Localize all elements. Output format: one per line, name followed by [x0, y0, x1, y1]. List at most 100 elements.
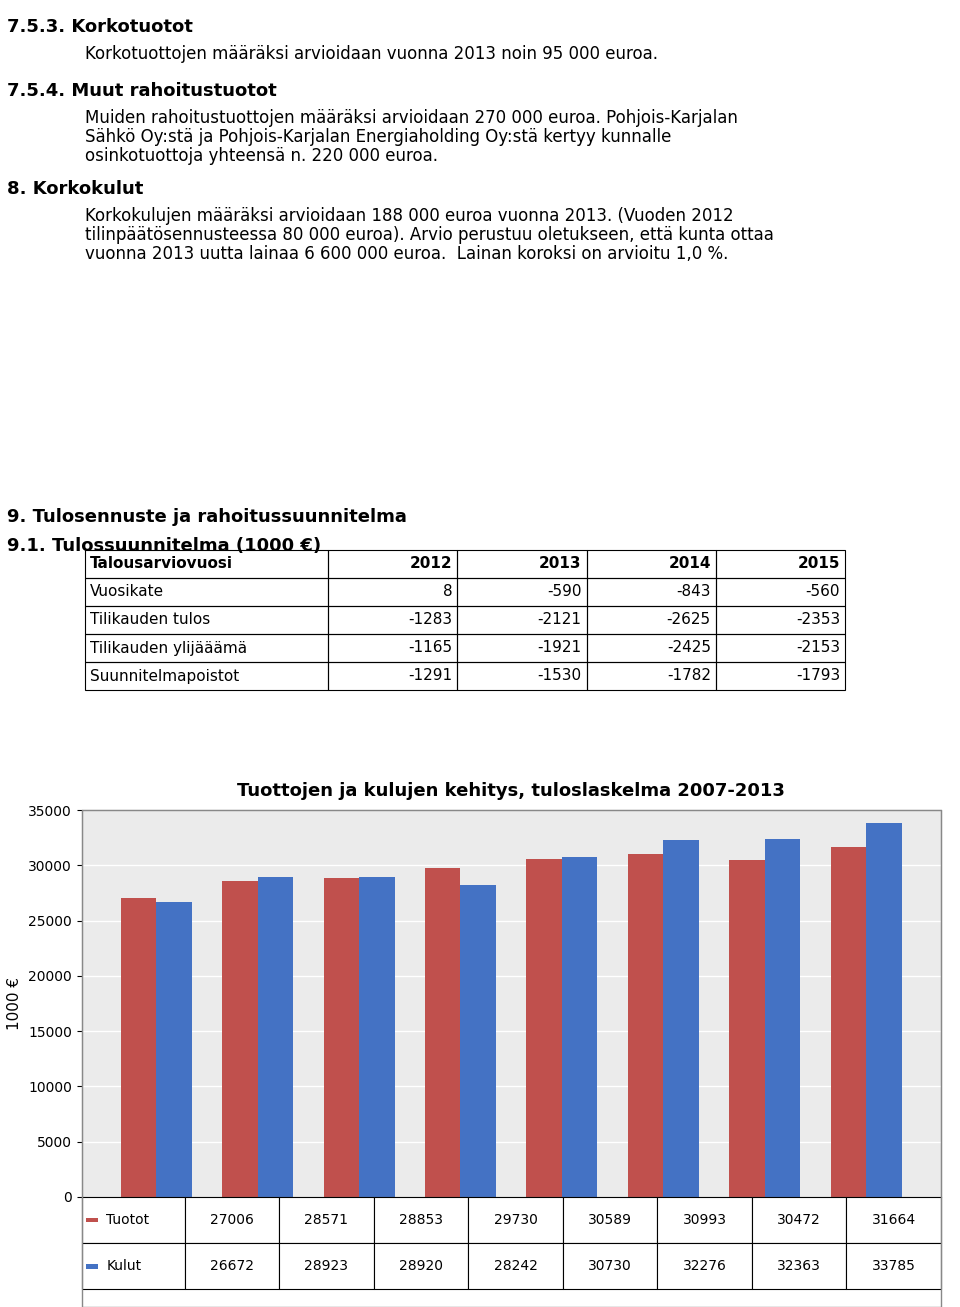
- Bar: [716, 634, 845, 663]
- Title: Tuottojen ja kulujen kehitys, tuloslaskelma 2007-2013: Tuottojen ja kulujen kehitys, tuloslaske…: [237, 782, 785, 800]
- Bar: [85, 663, 328, 690]
- Text: Vuosikate: Vuosikate: [90, 584, 164, 600]
- Text: Tuotot: Tuotot: [107, 1213, 150, 1227]
- Bar: [663, 840, 699, 1197]
- Text: 32276: 32276: [683, 1260, 727, 1273]
- Bar: [156, 902, 192, 1197]
- Text: 7.5.3. Korkotuotot: 7.5.3. Korkotuotot: [7, 18, 193, 37]
- Bar: [587, 606, 716, 634]
- Text: vuonna 2013 uutta lainaa 6 600 000 euroa.  Lainan koroksi on arvioitu 1,0 %.: vuonna 2013 uutta lainaa 6 600 000 euroa…: [85, 244, 729, 263]
- Text: 2015: 2015: [798, 557, 840, 571]
- Bar: [457, 578, 587, 606]
- Text: -2425: -2425: [667, 640, 710, 656]
- Bar: [328, 634, 457, 663]
- Text: -1921: -1921: [538, 640, 582, 656]
- Bar: [85, 1264, 98, 1269]
- Text: 30993: 30993: [683, 1213, 727, 1227]
- Bar: [752, 1197, 847, 1243]
- Text: 28571: 28571: [304, 1213, 348, 1227]
- Bar: [184, 1243, 279, 1290]
- Text: Talousarviovuosi: Talousarviovuosi: [90, 557, 233, 571]
- Bar: [847, 1243, 941, 1290]
- Text: 2014: 2014: [668, 557, 710, 571]
- Text: 8: 8: [443, 584, 452, 600]
- Text: 9. Tulosennuste ja rahoitussuunnitelma: 9. Tulosennuste ja rahoitussuunnitelma: [7, 508, 407, 525]
- Bar: [716, 550, 845, 578]
- Text: Muiden rahoitustuottojen määräksi arvioidaan 270 000 euroa. Pohjois-Karjalan: Muiden rahoitustuottojen määräksi arvioi…: [85, 108, 738, 127]
- Bar: [716, 663, 845, 690]
- Text: -2121: -2121: [538, 613, 582, 627]
- Text: -1291: -1291: [408, 668, 452, 684]
- Text: 28920: 28920: [399, 1260, 443, 1273]
- Text: 29730: 29730: [493, 1213, 538, 1227]
- Bar: [328, 550, 457, 578]
- Bar: [468, 1197, 563, 1243]
- Text: -1165: -1165: [408, 640, 452, 656]
- Y-axis label: 1000 €: 1000 €: [8, 978, 22, 1030]
- Text: -2153: -2153: [796, 640, 840, 656]
- Text: -1530: -1530: [538, 668, 582, 684]
- Text: Suunnitelmapoistot: Suunnitelmapoistot: [90, 668, 239, 684]
- Text: 27006: 27006: [210, 1213, 253, 1227]
- Text: tilinpäätösennusteessa 80 000 euroa). Arvio perustuu oletukseen, että kunta otta: tilinpäätösennusteessa 80 000 euroa). Ar…: [85, 226, 774, 244]
- Text: Tilikauden tulos: Tilikauden tulos: [90, 613, 210, 627]
- Text: -2353: -2353: [796, 613, 840, 627]
- Bar: [279, 1243, 373, 1290]
- Bar: [716, 578, 845, 606]
- Bar: [257, 877, 293, 1197]
- Text: Korkokulujen määräksi arvioidaan 188 000 euroa vuonna 2013. (Vuoden 2012: Korkokulujen määräksi arvioidaan 188 000…: [85, 207, 733, 225]
- Bar: [563, 1243, 658, 1290]
- Text: 8. Korkokulut: 8. Korkokulut: [7, 180, 143, 197]
- Text: 2012: 2012: [410, 557, 452, 571]
- Text: 30730: 30730: [588, 1260, 632, 1273]
- Text: 31664: 31664: [872, 1213, 916, 1227]
- Bar: [658, 1243, 752, 1290]
- Bar: [716, 606, 845, 634]
- Text: 2013: 2013: [540, 557, 582, 571]
- Text: 28923: 28923: [304, 1260, 348, 1273]
- Text: 28242: 28242: [493, 1260, 538, 1273]
- Text: osinkotuottoja yhteensä n. 220 000 euroa.: osinkotuottoja yhteensä n. 220 000 euroa…: [85, 146, 438, 165]
- Bar: [562, 857, 597, 1197]
- Bar: [328, 663, 457, 690]
- Bar: [359, 877, 395, 1197]
- Text: 7.5.4. Muut rahoitustuotot: 7.5.4. Muut rahoitustuotot: [7, 82, 276, 101]
- Bar: [461, 885, 496, 1197]
- Bar: [328, 606, 457, 634]
- Bar: [628, 855, 663, 1197]
- Bar: [765, 839, 801, 1197]
- Bar: [324, 878, 359, 1197]
- Bar: [847, 1197, 941, 1243]
- Bar: [82, 1243, 184, 1290]
- Text: 26672: 26672: [210, 1260, 254, 1273]
- Text: -1782: -1782: [667, 668, 710, 684]
- Bar: [587, 663, 716, 690]
- Text: -1283: -1283: [408, 613, 452, 627]
- Bar: [866, 823, 901, 1197]
- Bar: [587, 550, 716, 578]
- Bar: [85, 606, 328, 634]
- Text: 9.1. Tulossuunnitelma (1000 €): 9.1. Tulossuunnitelma (1000 €): [7, 537, 322, 555]
- Text: 33785: 33785: [872, 1260, 916, 1273]
- Bar: [468, 1243, 563, 1290]
- Text: -560: -560: [805, 584, 840, 600]
- Bar: [658, 1197, 752, 1243]
- Bar: [373, 1197, 468, 1243]
- Text: -590: -590: [547, 584, 582, 600]
- Text: -843: -843: [676, 584, 710, 600]
- Bar: [457, 606, 587, 634]
- Bar: [373, 1243, 468, 1290]
- Bar: [830, 847, 866, 1197]
- Bar: [730, 860, 765, 1197]
- Text: 30589: 30589: [588, 1213, 632, 1227]
- Bar: [85, 578, 328, 606]
- Bar: [184, 1197, 279, 1243]
- Text: 28853: 28853: [399, 1213, 443, 1227]
- Bar: [85, 1218, 98, 1222]
- Text: Sähkö Oy:stä ja Pohjois-Karjalan Energiaholding Oy:stä kertyy kunnalle: Sähkö Oy:stä ja Pohjois-Karjalan Energia…: [85, 128, 671, 146]
- Bar: [85, 634, 328, 663]
- Text: Korkotuottojen määräksi arvioidaan vuonna 2013 noin 95 000 euroa.: Korkotuottojen määräksi arvioidaan vuonn…: [85, 44, 658, 63]
- Bar: [457, 634, 587, 663]
- Text: -2625: -2625: [666, 613, 710, 627]
- Bar: [587, 578, 716, 606]
